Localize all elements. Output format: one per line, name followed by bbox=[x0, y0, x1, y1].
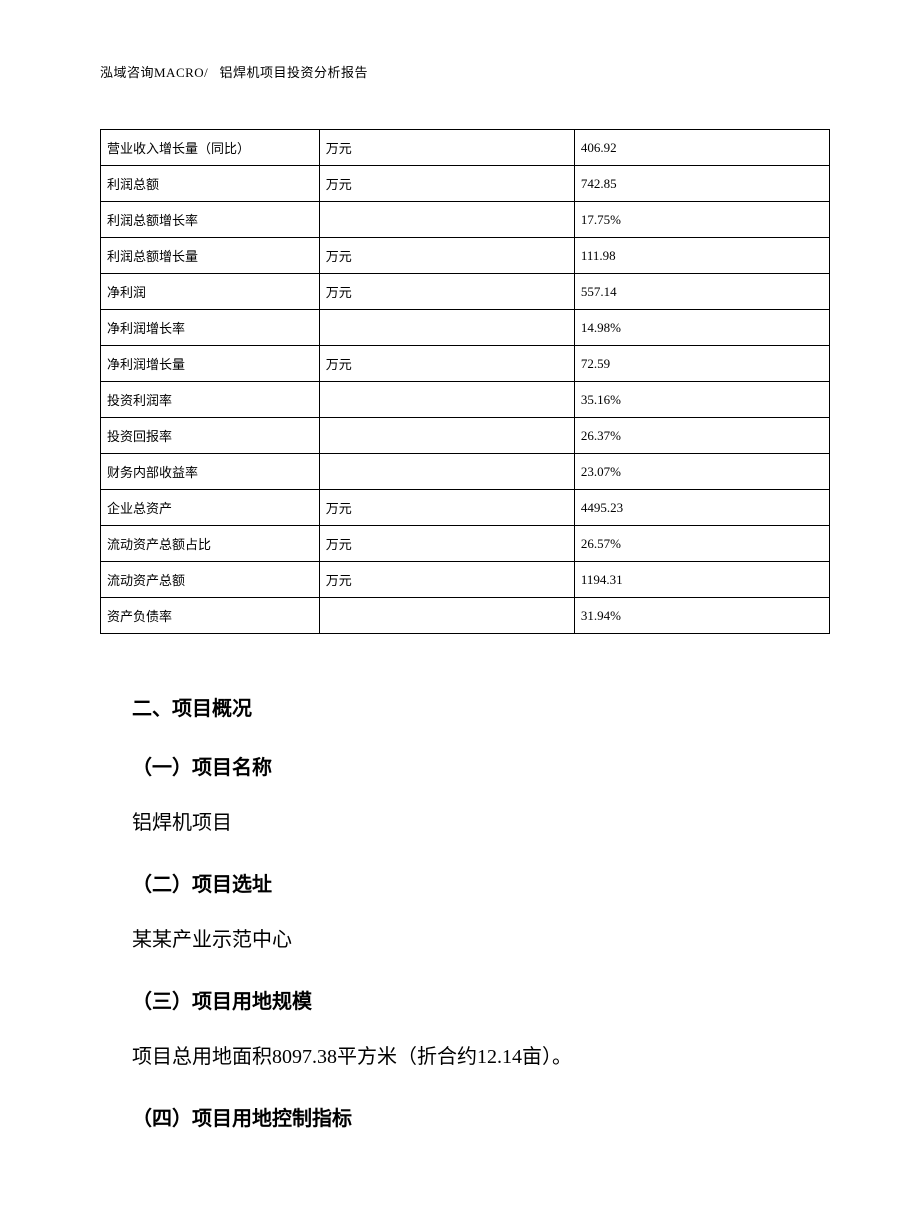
row-label: 利润总额增长量 bbox=[101, 238, 320, 274]
row-value: 4495.23 bbox=[574, 490, 829, 526]
row-unit: 万元 bbox=[319, 562, 574, 598]
row-unit: 万元 bbox=[319, 166, 574, 202]
page-header: 泓域咨询MACRO/ 铝焊机项目投资分析报告 bbox=[100, 62, 830, 81]
row-label: 企业总资产 bbox=[101, 490, 320, 526]
row-unit: 万元 bbox=[319, 274, 574, 310]
table-row: 投资回报率 26.37% bbox=[101, 418, 830, 454]
table-body: 营业收入增长量（同比） 万元 406.92 利润总额 万元 742.85 利润总… bbox=[101, 130, 830, 634]
subsection-1-title: （一）项目名称 bbox=[132, 751, 798, 780]
table-row: 净利润增长量 万元 72.59 bbox=[101, 346, 830, 382]
row-unit bbox=[319, 598, 574, 634]
row-value: 26.57% bbox=[574, 526, 829, 562]
row-unit bbox=[319, 418, 574, 454]
row-value: 406.92 bbox=[574, 130, 829, 166]
row-label: 投资利润率 bbox=[101, 382, 320, 418]
row-label: 财务内部收益率 bbox=[101, 454, 320, 490]
row-unit bbox=[319, 202, 574, 238]
row-value: 14.98% bbox=[574, 310, 829, 346]
row-value: 17.75% bbox=[574, 202, 829, 238]
table-row: 净利润增长率 14.98% bbox=[101, 310, 830, 346]
row-label: 流动资产总额占比 bbox=[101, 526, 320, 562]
row-label: 净利润 bbox=[101, 274, 320, 310]
row-value: 1194.31 bbox=[574, 562, 829, 598]
row-unit: 万元 bbox=[319, 238, 574, 274]
table-row: 利润总额 万元 742.85 bbox=[101, 166, 830, 202]
row-value: 23.07% bbox=[574, 454, 829, 490]
table-row: 资产负债率 31.94% bbox=[101, 598, 830, 634]
row-unit bbox=[319, 454, 574, 490]
row-unit bbox=[319, 382, 574, 418]
row-unit bbox=[319, 310, 574, 346]
row-label: 流动资产总额 bbox=[101, 562, 320, 598]
row-label: 利润总额 bbox=[101, 166, 320, 202]
subsection-1-text: 铝焊机项目 bbox=[132, 808, 798, 838]
table-row: 净利润 万元 557.14 bbox=[101, 274, 830, 310]
content-section: 二、项目概况 （一）项目名称 铝焊机项目 （二）项目选址 某某产业示范中心 （三… bbox=[100, 692, 830, 1131]
row-unit: 万元 bbox=[319, 130, 574, 166]
subsection-4-title: （四）项目用地控制指标 bbox=[132, 1102, 798, 1131]
table-row: 投资利润率 35.16% bbox=[101, 382, 830, 418]
subsection-3-text: 项目总用地面积8097.38平方米（折合约12.14亩）。 bbox=[132, 1042, 798, 1072]
table-row: 利润总额增长率 17.75% bbox=[101, 202, 830, 238]
row-label: 营业收入增长量（同比） bbox=[101, 130, 320, 166]
row-unit: 万元 bbox=[319, 346, 574, 382]
subsection-2-title: （二）项目选址 bbox=[132, 868, 798, 897]
row-value: 557.14 bbox=[574, 274, 829, 310]
table-row: 营业收入增长量（同比） 万元 406.92 bbox=[101, 130, 830, 166]
row-label: 净利润增长量 bbox=[101, 346, 320, 382]
table-row: 利润总额增长量 万元 111.98 bbox=[101, 238, 830, 274]
row-value: 35.16% bbox=[574, 382, 829, 418]
row-value: 31.94% bbox=[574, 598, 829, 634]
subsection-3-title: （三）项目用地规模 bbox=[132, 985, 798, 1014]
row-value: 742.85 bbox=[574, 166, 829, 202]
row-label: 利润总额增长率 bbox=[101, 202, 320, 238]
row-value: 72.59 bbox=[574, 346, 829, 382]
table-row: 财务内部收益率 23.07% bbox=[101, 454, 830, 490]
subsection-2-text: 某某产业示范中心 bbox=[132, 925, 798, 955]
document-page: 泓域咨询MACRO/ 铝焊机项目投资分析报告 营业收入增长量（同比） 万元 40… bbox=[0, 0, 920, 1219]
table-row: 流动资产总额占比 万元 26.57% bbox=[101, 526, 830, 562]
header-title: 铝焊机项目投资分析报告 bbox=[220, 65, 369, 80]
row-unit: 万元 bbox=[319, 526, 574, 562]
row-unit: 万元 bbox=[319, 490, 574, 526]
header-company: 泓域咨询MACRO/ bbox=[100, 65, 208, 80]
row-label: 资产负债率 bbox=[101, 598, 320, 634]
table-row: 流动资产总额 万元 1194.31 bbox=[101, 562, 830, 598]
row-value: 111.98 bbox=[574, 238, 829, 274]
table-row: 企业总资产 万元 4495.23 bbox=[101, 490, 830, 526]
row-value: 26.37% bbox=[574, 418, 829, 454]
row-label: 净利润增长率 bbox=[101, 310, 320, 346]
row-label: 投资回报率 bbox=[101, 418, 320, 454]
financial-table: 营业收入增长量（同比） 万元 406.92 利润总额 万元 742.85 利润总… bbox=[100, 129, 830, 634]
section-title: 二、项目概况 bbox=[132, 692, 798, 721]
